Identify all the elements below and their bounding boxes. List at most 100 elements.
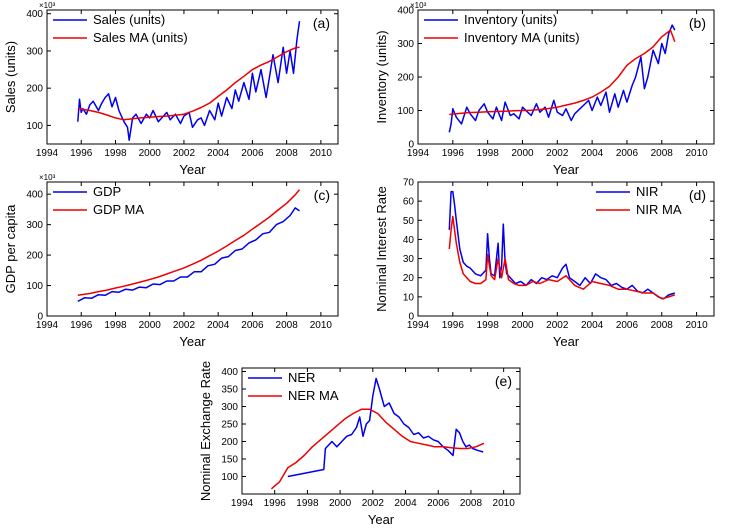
y-tick-label: 300 — [221, 402, 238, 413]
x-tick-label: 2008 — [276, 320, 299, 331]
x-axis-title: Year — [179, 334, 206, 349]
y-tick-label: 0 — [408, 312, 414, 323]
x-tick-label: 1996 — [70, 320, 93, 331]
series-line-raw — [448, 24, 676, 133]
series-line-raw — [77, 207, 300, 303]
x-tick-label: 2000 — [511, 148, 534, 159]
x-tick-label: 1996 — [264, 498, 287, 509]
legend-label: NER MA — [288, 388, 339, 403]
x-tick-label: 2010 — [310, 320, 333, 331]
legend-label: Sales MA (units) — [93, 30, 188, 45]
x-tick-label: 2006 — [241, 148, 264, 159]
x-tick-label: 2002 — [173, 320, 196, 331]
plot-frame — [46, 181, 339, 317]
axis-exponent-label: ×10³ — [39, 1, 56, 10]
chart-panel-e: 1994 1996 1998 2000 2002 2004 2006 2008 2010 100 1… — [198, 361, 521, 527]
x-tick-label: 2010 — [493, 498, 516, 509]
x-tick-label: 1994 — [36, 320, 59, 331]
y-tick-label: 400 — [221, 367, 238, 378]
legend-label: NIR MA — [636, 202, 682, 217]
x-axis-title: Year — [553, 162, 580, 177]
panel-label: (e) — [495, 373, 512, 389]
x-tick-label: 2002 — [362, 498, 385, 509]
x-axis-title: Year — [179, 162, 206, 177]
x-tick-label: 1996 — [442, 148, 465, 159]
x-tick-label: 1998 — [477, 148, 500, 159]
y-tick-label: 100 — [397, 106, 414, 117]
series-line-ma — [270, 408, 485, 490]
y-axis-title: Sales (units) — [3, 41, 18, 113]
axis-exponent-label: ×10³ — [39, 173, 56, 182]
x-tick-label: 1998 — [104, 148, 127, 159]
y-tick-label: 40 — [403, 235, 415, 246]
x-tick-label: 2000 — [511, 320, 534, 331]
y-tick-label: 20 — [403, 273, 415, 284]
x-tick-label: 1994 — [36, 148, 59, 159]
y-tick-label: 300 — [397, 39, 414, 50]
y-tick-label: 30 — [403, 254, 415, 265]
x-tick-label: 2000 — [329, 498, 352, 509]
y-axis-title: Nominal Exchange Rate — [198, 361, 213, 501]
y-tick-label: 300 — [26, 46, 43, 57]
x-tick-label: 2000 — [139, 148, 162, 159]
y-tick-label: 400 — [397, 6, 414, 17]
x-tick-label: 2002 — [173, 148, 196, 159]
legend-label: Sales (units) — [93, 12, 165, 27]
x-tick-label: 2010 — [310, 148, 333, 159]
x-tick-label: 2006 — [616, 148, 639, 159]
y-tick-label: 200 — [26, 84, 43, 95]
legend-label: GDP MA — [93, 202, 144, 217]
plot-frame — [46, 9, 339, 145]
x-tick-label: 1996 — [70, 148, 93, 159]
x-tick-label: 2002 — [546, 148, 569, 159]
chart-panel-a: 1994 1996 1998 2000 2002 2004 2006 2008 2010 100 2… — [3, 1, 339, 177]
y-tick-label: 10 — [403, 292, 415, 303]
x-tick-label: 2004 — [394, 498, 417, 509]
x-tick-label: 2006 — [241, 320, 264, 331]
x-tick-label: 2004 — [581, 148, 604, 159]
x-tick-label: 2008 — [460, 498, 483, 509]
y-tick-label: 400 — [26, 9, 43, 20]
y-axis-title: Inventory (units) — [374, 30, 389, 123]
plot-frame — [417, 181, 715, 317]
x-tick-label: 2010 — [685, 148, 708, 159]
panel-label: (c) — [314, 187, 330, 203]
legend-label: NIR — [636, 184, 658, 199]
y-tick-label: 200 — [397, 73, 414, 84]
series-line-raw — [287, 377, 484, 478]
series-line-ma — [449, 29, 676, 116]
y-tick-label: 0 — [37, 312, 43, 323]
x-tick-label: 1994 — [231, 498, 254, 509]
x-tick-label: 2008 — [651, 148, 674, 159]
legend-label: Inventory (units) — [464, 12, 557, 27]
series-line-ma — [77, 189, 301, 297]
series-line-raw — [77, 21, 301, 142]
y-tick-label: 150 — [221, 455, 238, 466]
y-tick-label: 250 — [221, 420, 238, 431]
y-axis-title: GDP per capita — [3, 204, 18, 293]
chart-panel-d: 1994 1996 1998 2000 2002 2004 2006 2008 2010 0 10 2… — [374, 178, 715, 349]
x-tick-label: 1994 — [407, 320, 430, 331]
x-tick-label: 2008 — [276, 148, 299, 159]
x-tick-label: 1994 — [407, 148, 430, 159]
panel-label: (d) — [689, 187, 706, 203]
panel-label: (a) — [313, 15, 330, 31]
chart-panel-b: 1994 1996 1998 2000 2002 2004 2006 2008 2010 0 100… — [374, 1, 715, 177]
x-axis-title: Year — [553, 334, 580, 349]
legend-label: GDP — [93, 184, 121, 199]
chart-panel-c: 1994 1996 1998 2000 2002 2004 2006 2008 2010 0 100… — [3, 173, 339, 349]
axis-exponent-label: ×10³ — [410, 1, 427, 10]
y-tick-label: 300 — [26, 220, 43, 231]
x-tick-label: 2006 — [427, 498, 450, 509]
y-axis-title: Nominal Interest Rate — [374, 186, 389, 312]
x-tick-label: 2008 — [651, 320, 674, 331]
y-tick-label: 100 — [26, 281, 43, 292]
x-tick-label: 2004 — [207, 148, 230, 159]
legend-label: Inventory MA (units) — [464, 30, 580, 45]
plot-frame — [241, 367, 521, 495]
y-tick-label: 100 — [26, 121, 43, 132]
x-tick-label: 2002 — [546, 320, 569, 331]
x-axis-title: Year — [368, 512, 395, 527]
